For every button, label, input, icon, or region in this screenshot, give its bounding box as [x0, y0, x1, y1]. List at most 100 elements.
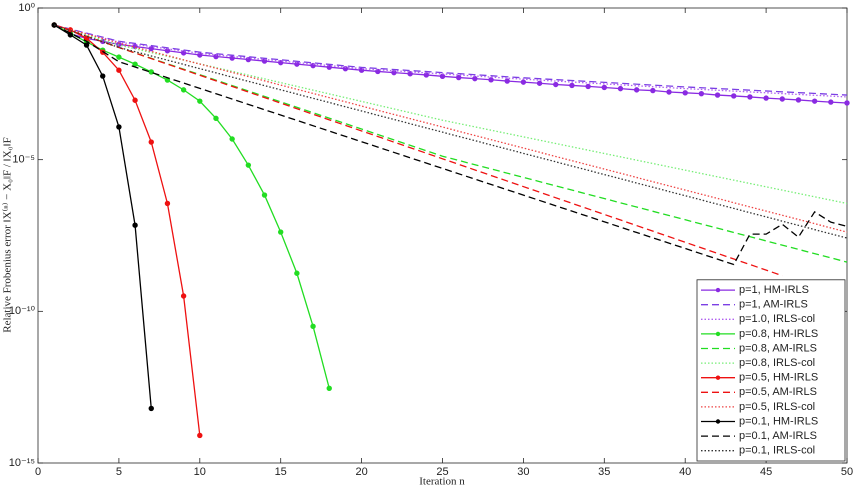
- series-line: [54, 24, 848, 233]
- data-point: [520, 79, 527, 85]
- data-point: [666, 89, 672, 95]
- data-point: [116, 54, 122, 60]
- series-line: [53, 24, 330, 389]
- data-point: [245, 162, 252, 168]
- data-point: [472, 75, 478, 82]
- x-tick-label: 15: [275, 466, 287, 478]
- y-axis-label: Relative Frobenius error ‖X⁽ⁿ⁾ − X₀‖F / …: [2, 137, 14, 333]
- legend-marker: [715, 419, 721, 424]
- data-point: [310, 323, 316, 330]
- data-point: [488, 77, 494, 83]
- data-point: [439, 73, 446, 80]
- x-tick-label: 30: [517, 466, 529, 478]
- data-point: [67, 32, 74, 38]
- legend-label: p=1, HM-IRLS: [739, 284, 809, 296]
- legend-label: p=0.1, HM-IRLS: [739, 415, 818, 427]
- x-tick-label: 0: [35, 466, 41, 478]
- series-line: [53, 24, 848, 266]
- data-point: [148, 405, 154, 412]
- legend-label: p=0.8, HM-IRLS: [739, 328, 818, 340]
- data-point: [213, 115, 219, 122]
- legend-box: [696, 279, 846, 462]
- data-point: [747, 94, 753, 100]
- data-point: [844, 100, 850, 106]
- data-point: [569, 82, 575, 89]
- data-point: [148, 45, 154, 52]
- data-point: [828, 99, 834, 105]
- data-point: [180, 87, 187, 93]
- data-point: [116, 124, 122, 130]
- data-point: [132, 97, 138, 103]
- x-tick-label: 45: [760, 466, 772, 478]
- data-point: [342, 65, 349, 72]
- series-line: [54, 24, 848, 98]
- data-point: [326, 385, 332, 392]
- data-point: [180, 293, 187, 299]
- data-point: [83, 42, 90, 48]
- data-point: [261, 192, 268, 198]
- legend-label: p=0.8, IRLS-col: [739, 357, 815, 369]
- y-tick-label: 10⁻¹⁵: [9, 457, 35, 469]
- data-point: [100, 73, 106, 79]
- data-point: [779, 96, 785, 102]
- series-line: [53, 24, 848, 205]
- series-line: [53, 24, 783, 277]
- data-point: [164, 200, 171, 207]
- x-tick-label: 35: [598, 466, 610, 478]
- legend-label: p=0.5, HM-IRLS: [739, 372, 818, 384]
- data-point: [585, 83, 591, 90]
- legend-label: p=1.0, IRLS-col: [739, 313, 815, 325]
- legend-label: p=0.1, AM-IRLS: [739, 430, 817, 442]
- x-tick-label: 5: [116, 466, 122, 478]
- data-point: [763, 95, 769, 101]
- legend-label: p=0.1, IRLS-col: [739, 445, 815, 457]
- data-point: [197, 432, 203, 439]
- data-point: [455, 74, 462, 81]
- data-point: [229, 136, 235, 142]
- legend-label: p=0.5, AM-IRLS: [739, 386, 817, 398]
- series-line: [54, 24, 848, 96]
- legend-marker: [715, 331, 721, 337]
- data-point: [698, 90, 705, 97]
- y-tick-label: 10⁻¹⁰: [9, 305, 36, 317]
- data-point: [197, 98, 203, 104]
- x-tick-label: 20: [355, 466, 367, 478]
- y-tick-label: 10⁰: [18, 2, 35, 14]
- data-point: [148, 69, 154, 75]
- data-point: [148, 139, 154, 145]
- data-point: [375, 68, 381, 75]
- data-point: [714, 92, 721, 98]
- legend: p=1, HM-IRLS p=1, AM-IRLS p=1.0, IRLS-col p…: [696, 279, 846, 462]
- legend-label: p=1, AM-IRLS: [739, 299, 808, 311]
- data-point: [536, 80, 543, 86]
- x-tick-label: 50: [841, 466, 853, 478]
- series-line: [53, 24, 848, 104]
- data-point: [294, 270, 300, 276]
- data-point: [132, 222, 138, 228]
- data-point: [617, 85, 624, 92]
- data-point: [650, 87, 656, 94]
- data-point: [682, 90, 688, 96]
- x-axis-label: Iteration n: [419, 476, 465, 488]
- data-point: [811, 98, 818, 104]
- legend-label: p=0.8, AM-IRLS: [739, 342, 817, 354]
- x-tick-label: 40: [679, 466, 691, 478]
- x-tick-label: 10: [194, 466, 206, 478]
- legend-marker: [715, 375, 721, 380]
- data-point: [633, 87, 640, 93]
- data-point: [601, 84, 607, 91]
- data-point: [553, 81, 559, 88]
- legend-label: p=0.5, IRLS-col: [739, 401, 815, 413]
- x-tick-label: 25: [436, 466, 448, 478]
- data-point: [116, 67, 122, 73]
- data-point: [795, 97, 802, 103]
- data-point: [423, 72, 430, 78]
- y-tick-label: 10⁻⁵: [12, 154, 35, 166]
- data-point: [278, 229, 284, 235]
- legend-marker: [715, 287, 721, 293]
- data-point: [132, 61, 138, 67]
- data-point: [407, 71, 413, 77]
- data-point: [504, 78, 510, 84]
- data-point: [731, 93, 737, 99]
